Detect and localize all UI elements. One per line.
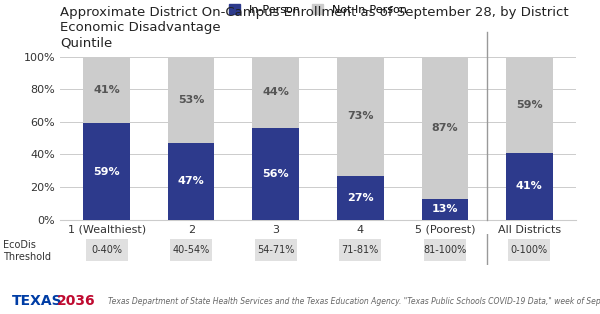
Text: EcoDis
Threshold: EcoDis Threshold	[3, 241, 51, 262]
Text: 59%: 59%	[94, 167, 120, 177]
Bar	[506, 153, 553, 220]
Text: 56%: 56%	[262, 169, 289, 179]
Bar	[337, 176, 383, 220]
Text: 53%: 53%	[178, 95, 205, 105]
Text: 73%: 73%	[347, 111, 374, 121]
Text: Approximate District On-Campus Enrollment as of September 28, by District Econom: Approximate District On-Campus Enrollmen…	[60, 6, 569, 49]
Text: 71-81%: 71-81%	[341, 245, 379, 255]
Text: 47%: 47%	[178, 176, 205, 187]
Bar	[424, 239, 466, 261]
Text: 41%: 41%	[94, 85, 120, 95]
Bar	[422, 57, 468, 198]
Bar	[422, 198, 468, 220]
Text: 40-54%: 40-54%	[173, 245, 210, 255]
Bar	[83, 123, 130, 220]
Text: 44%: 44%	[262, 87, 289, 97]
Bar	[255, 239, 296, 261]
Text: 81-100%: 81-100%	[423, 245, 466, 255]
Bar	[170, 239, 212, 261]
Bar	[253, 128, 299, 220]
Text: 0-100%: 0-100%	[511, 245, 548, 255]
Bar	[83, 57, 130, 123]
Bar	[86, 239, 128, 261]
Bar	[168, 57, 214, 143]
Text: 87%: 87%	[431, 122, 458, 133]
Legend: In-Person, Not In-Person: In-Person, Not In-Person	[224, 0, 412, 20]
Text: 2036: 2036	[57, 295, 95, 308]
Bar	[340, 239, 381, 261]
Text: 41%: 41%	[516, 181, 542, 191]
Text: 27%: 27%	[347, 193, 374, 203]
Bar	[337, 57, 383, 176]
Text: 59%: 59%	[516, 100, 542, 110]
Bar	[508, 239, 550, 261]
Bar	[253, 57, 299, 128]
Text: 13%: 13%	[431, 204, 458, 214]
Bar	[168, 143, 214, 220]
Text: 54-71%: 54-71%	[257, 245, 295, 255]
Text: 0-40%: 0-40%	[91, 245, 122, 255]
Text: Texas Department of State Health Services and the Texas Education Agency. "Texas: Texas Department of State Health Service…	[108, 297, 600, 306]
Text: TEXAS: TEXAS	[12, 295, 62, 308]
Bar	[506, 57, 553, 153]
